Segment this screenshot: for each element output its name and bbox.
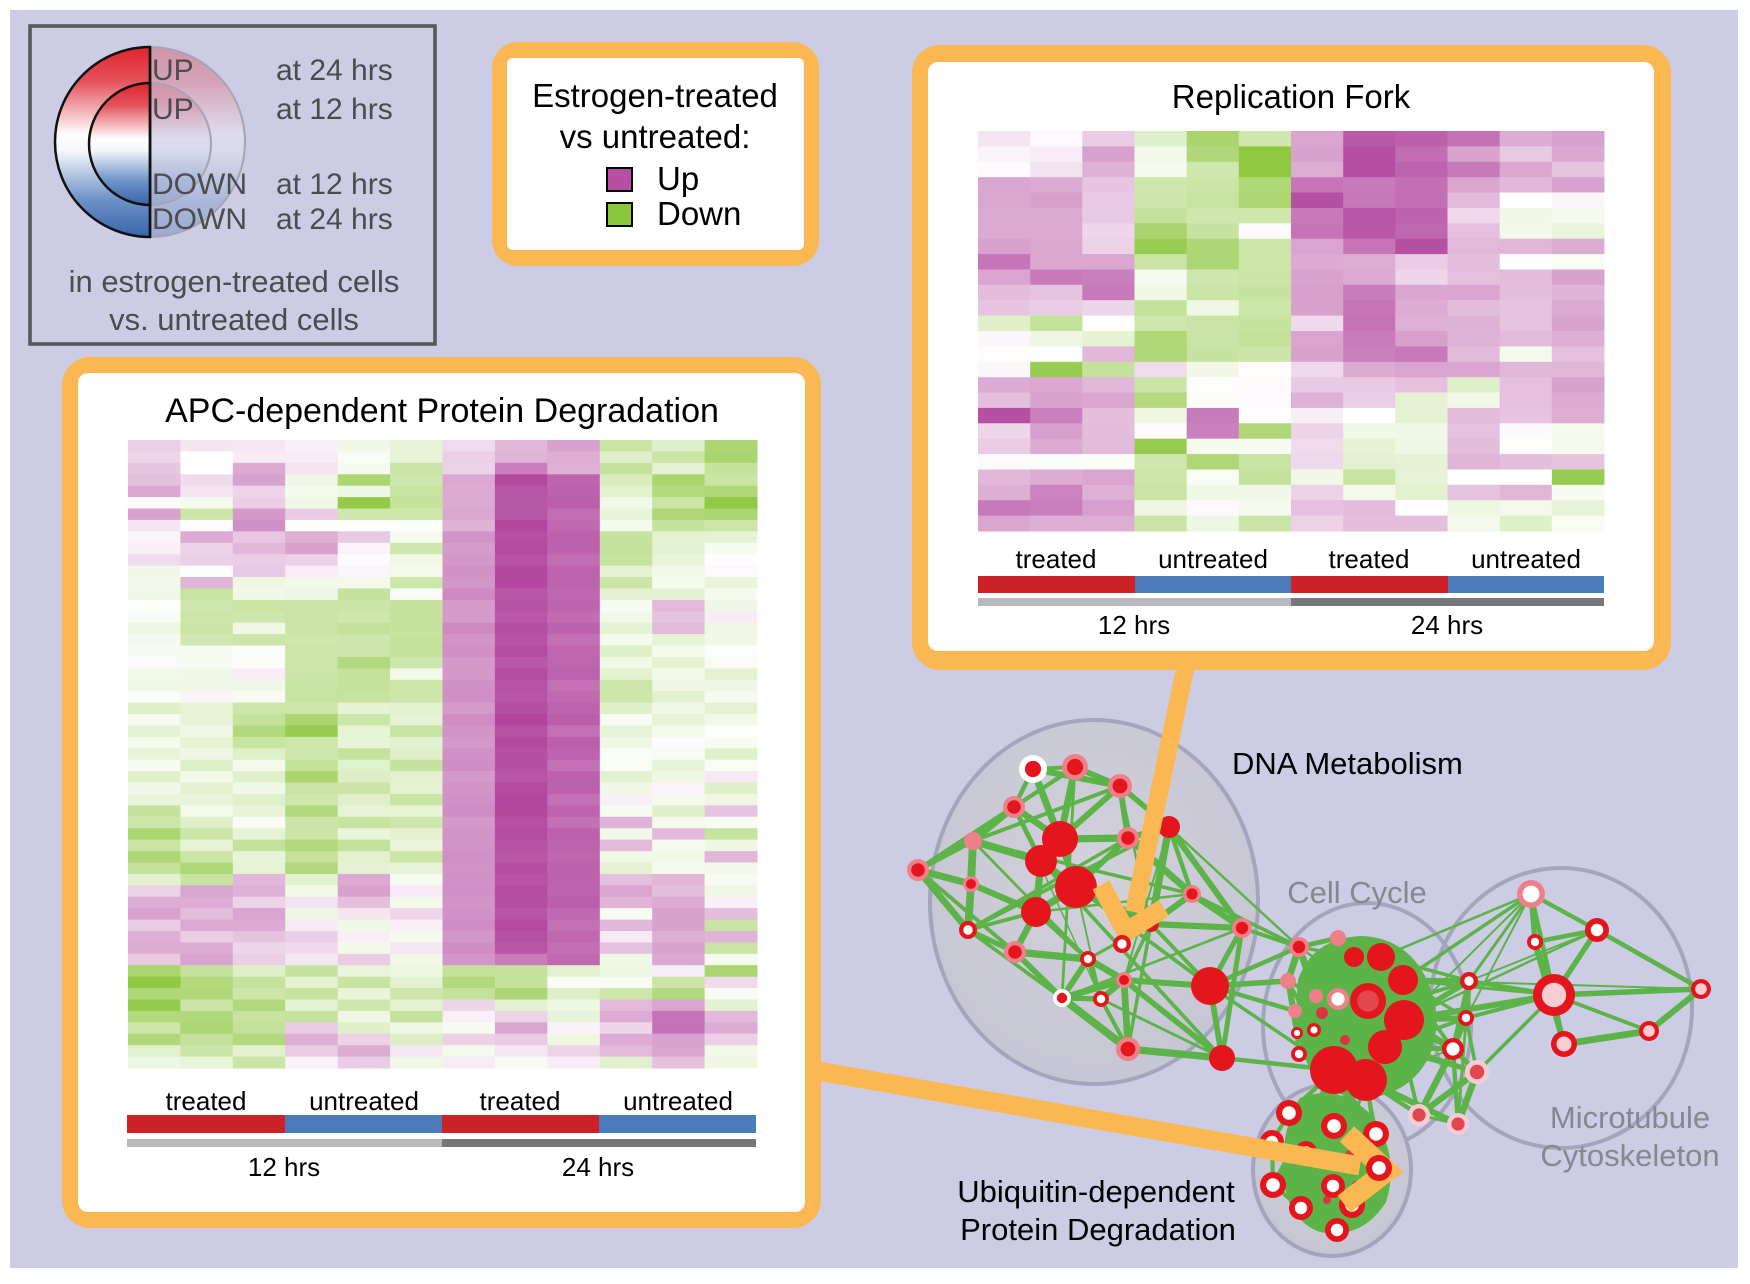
svg-text:Estrogen-treated: Estrogen-treated [532,77,778,114]
svg-text:untreated: untreated [623,1086,733,1116]
svg-text:12 hrs: 12 hrs [248,1152,320,1182]
svg-text:APC-dependent Protein Degradat: APC-dependent Protein Degradation [165,392,719,430]
svg-text:in estrogen-treated cells: in estrogen-treated cells [69,264,400,299]
svg-text:Up: Up [657,160,699,197]
svg-text:DOWN: DOWN [152,168,247,201]
svg-text:at 24 hrs: at 24 hrs [276,54,393,87]
svg-text:Protein Degradation: Protein Degradation [960,1212,1236,1247]
svg-text:Microtubule: Microtubule [1550,1100,1710,1135]
svg-text:vs. untreated cells: vs. untreated cells [109,302,359,337]
svg-text:treated: treated [1329,544,1410,574]
svg-text:DNA Metabolism: DNA Metabolism [1232,746,1463,781]
svg-text:treated: treated [1016,544,1097,574]
svg-text:UP: UP [152,93,194,126]
svg-text:at 24 hrs: at 24 hrs [276,203,393,236]
svg-text:untreated: untreated [309,1086,419,1116]
svg-text:at 12 hrs: at 12 hrs [276,93,393,126]
svg-text:vs untreated:: vs untreated: [560,118,751,155]
svg-text:DOWN: DOWN [152,203,247,236]
svg-text:at 12 hrs: at 12 hrs [276,168,393,201]
svg-text:Cell Cycle: Cell Cycle [1287,875,1427,910]
svg-text:treated: treated [166,1086,247,1116]
svg-text:UP: UP [152,54,194,87]
svg-text:untreated: untreated [1471,544,1581,574]
svg-text:24 hrs: 24 hrs [562,1152,634,1182]
svg-text:Replication Fork: Replication Fork [1172,78,1411,115]
svg-text:treated: treated [480,1086,561,1116]
svg-text:Down: Down [657,195,741,232]
svg-text:Ubiquitin-dependent: Ubiquitin-dependent [957,1174,1235,1209]
svg-text:24 hrs: 24 hrs [1411,610,1483,640]
svg-text:untreated: untreated [1158,544,1268,574]
svg-text:12 hrs: 12 hrs [1098,610,1170,640]
svg-text:Cytoskeleton: Cytoskeleton [1540,1138,1719,1173]
